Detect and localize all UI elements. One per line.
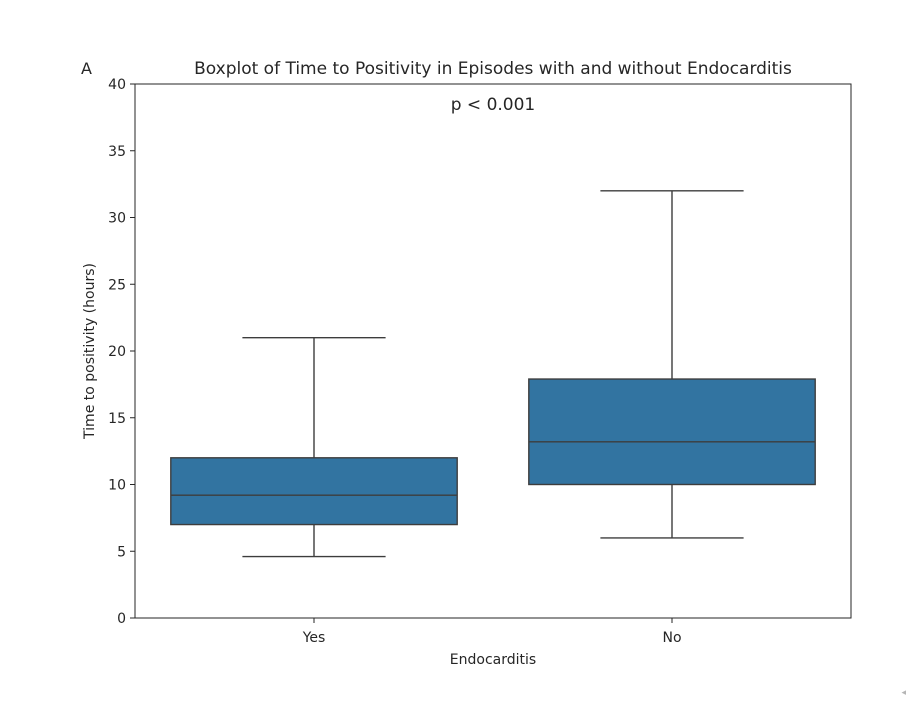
- y-tick-label: 25: [108, 277, 126, 293]
- y-tick-label: 10: [108, 478, 126, 494]
- y-tick-label: 40: [108, 77, 126, 93]
- y-tick-label: 20: [108, 344, 126, 360]
- panel-label: A: [81, 59, 92, 78]
- chart-title: Boxplot of Time to Positivity in Episode…: [194, 59, 792, 79]
- x-tick-label: Yes: [302, 630, 326, 646]
- x-axis-title: Endocarditis: [450, 652, 536, 668]
- x-axis: Yes No: [302, 618, 682, 646]
- iqr-box: [170, 457, 458, 526]
- y-tick-label: 35: [108, 144, 126, 160]
- iqr-box: [528, 378, 816, 486]
- x-tick-label: No: [662, 630, 681, 646]
- p-value-annotation: p < 0.001: [451, 95, 536, 115]
- y-tick-label: 30: [108, 211, 126, 227]
- y-tick-label: 15: [108, 411, 126, 427]
- corner-mark-icon: ◂: [901, 688, 906, 698]
- y-tick-label: 0: [117, 611, 126, 627]
- y-axis: 0 5 10 15 20 25 30 35 40: [108, 77, 135, 627]
- plot-area: [135, 84, 851, 618]
- boxes-layer: [170, 190, 816, 558]
- box-group-no: [528, 190, 816, 539]
- y-tick-label: 5: [117, 544, 126, 560]
- y-axis-title: Time to positivity (hours): [82, 263, 98, 440]
- box-group-yes: [170, 336, 458, 558]
